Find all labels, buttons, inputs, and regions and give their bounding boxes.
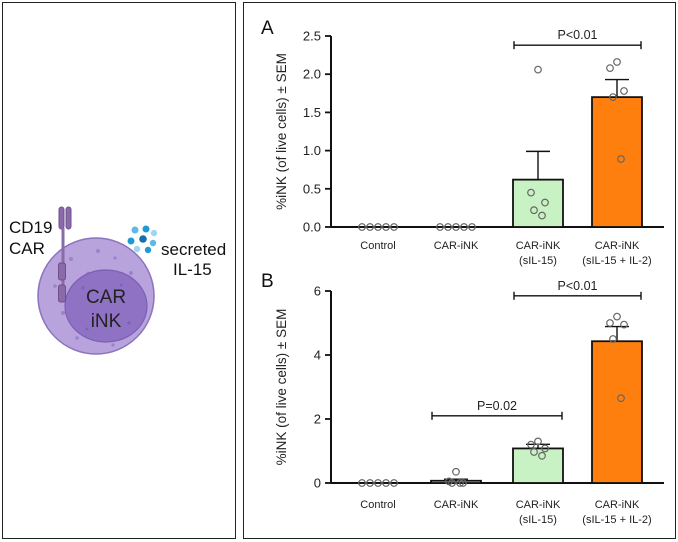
chart-b-data-point: [382, 479, 390, 487]
chart-a-y-axis-label: %iNK (of live cells) ± SEM: [274, 53, 289, 210]
chart-a-data-point: [609, 93, 617, 102]
cell-nucleus: [64, 269, 148, 343]
chart-b-data-point: [606, 319, 614, 327]
chart-b-y-tick-label: 4: [314, 348, 321, 363]
cytokine-label-line2: IL-15: [173, 260, 212, 279]
chart-b-category-label: CAR-iNK: [516, 499, 561, 511]
chart-b-data-point: [609, 335, 617, 343]
chart-b-y-tick-label: 0: [314, 476, 321, 491]
chart-a-y-tick-label: 0.5: [303, 181, 321, 196]
chart-a-data-point: [530, 206, 538, 215]
chart-a-data-point: [374, 223, 382, 231]
chart-a-data-point: [382, 223, 390, 231]
chart-b-bar: [512, 447, 564, 484]
chart-b-data-point: [620, 320, 628, 329]
chart-b-data-point: [366, 479, 374, 487]
chart-b-data-point: [617, 394, 625, 403]
chart-a-y-tick-label: 2.5: [303, 29, 321, 44]
chart-b-category-label: Control: [360, 499, 395, 511]
chart-b-panel-letter: B: [261, 271, 274, 292]
chart-b-significance-label: P=0.02: [477, 399, 517, 413]
chart-b-category-label: CAR-iNK: [595, 499, 640, 511]
chart-a-y-tick-label: 1.5: [303, 105, 321, 120]
chart-a-bar: [512, 178, 564, 228]
chart-b-data-point: [456, 479, 464, 487]
chart-a-data-point: [613, 58, 621, 66]
chart-b-significance-label: P<0.01: [558, 279, 598, 293]
chart-a-data-point: [620, 87, 628, 95]
cytokine-label-line1: secreted: [161, 240, 226, 259]
chart-a-category-label: CAR-iNK: [516, 240, 561, 252]
chart-a-category-sublabel: (sIL-15 + IL-2): [582, 255, 651, 267]
chart-a-y-tick-label: 0.0: [303, 220, 321, 235]
chart-a-data-point: [358, 223, 366, 231]
chart-panel-a: A%iNK (of live cells) ± SEM 0.0 0.5 1.0 1.5 2…: [261, 18, 664, 267]
chart-a-data-point: [617, 155, 625, 163]
chart-b-category-sublabel: (sIL-15 + IL-2): [582, 514, 651, 526]
chart-b-data-point: [530, 448, 538, 456]
chart-b-data-point: [390, 479, 398, 487]
chart-b-data-point: [541, 444, 549, 453]
chart-a-bar: [591, 96, 643, 228]
cell-label-line2: iNK: [91, 311, 122, 332]
chart-a-panel-letter: A: [261, 18, 274, 39]
chart-b-bar: [591, 340, 643, 484]
chart-a-data-point: [444, 223, 452, 231]
receptor-label-line2: CAR: [9, 239, 45, 258]
car-ink-diagram: CAR iNK CD19 CAR secreted IL-15: [9, 206, 226, 355]
chart-panel-b: B %iNK (of live cells) ± SEM 0 2 4 6 Control CA…: [261, 271, 664, 526]
chart-b-y-axis-label: %iNK (of live cells) ± SEM: [274, 309, 289, 466]
car-receptor-icon: [58, 206, 72, 303]
chart-b-data-point: [358, 479, 366, 487]
chart-a-y-tick-label: 1.0: [303, 143, 321, 158]
chart-b-data-point: [448, 479, 456, 487]
chart-b-data-point: [374, 479, 382, 487]
chart-b-bar: [430, 479, 482, 484]
chart-b-y-tick-label: 2: [314, 412, 321, 427]
charts-panel: A %iNK (of live cells) ± SEM 0.0 0.5 1.0 1.5 2…: [243, 2, 676, 539]
diagram-panel: CAR iNK CD19 CAR secreted IL-15: [2, 2, 236, 539]
chart-b-category-label: CAR-iNK: [434, 499, 479, 511]
chart-b-data-point: [538, 451, 546, 460]
chart-b-data-point: [534, 437, 542, 446]
chart-a-category-label: CAR-iNK: [595, 240, 640, 252]
nucleus-granules: [81, 283, 131, 331]
chart-a-data-point: [534, 65, 542, 74]
chart-b-data-point: [452, 467, 460, 476]
chart-b-data-point: [459, 479, 467, 487]
receptor-label-line1: CD19: [9, 218, 52, 237]
chart-a-data-point: [527, 188, 535, 197]
chart-a-category-label: Control: [360, 240, 395, 252]
chart-b-category-sublabel: (sIL-15): [519, 514, 557, 526]
chart-b-y-tick-label: 6: [314, 284, 321, 299]
chart-a-data-point: [390, 223, 398, 231]
chart-a-data-point: [460, 223, 468, 231]
chart-a-data-point: [436, 223, 444, 231]
chart-a-data-point: [606, 64, 614, 72]
chart-a-data-point: [452, 223, 460, 231]
chart-a-data-point: [538, 211, 546, 220]
chart-b-data-point: [527, 440, 535, 449]
chart-a-data-point: [366, 223, 374, 231]
chart-a-y-tick-label: 2.0: [303, 67, 321, 82]
chart-a-category-label: CAR-iNK: [434, 240, 479, 252]
cell-label-line1: CAR: [86, 287, 126, 308]
chart-a-significance-label: P<0.01: [558, 28, 598, 42]
chart-a-data-point: [468, 223, 476, 231]
chart-a-data-point: [541, 198, 549, 207]
il15-cytokine-icon: [127, 225, 158, 254]
chart-b-data-point: [613, 312, 621, 321]
chart-a-category-sublabel: (sIL-15): [519, 255, 557, 267]
